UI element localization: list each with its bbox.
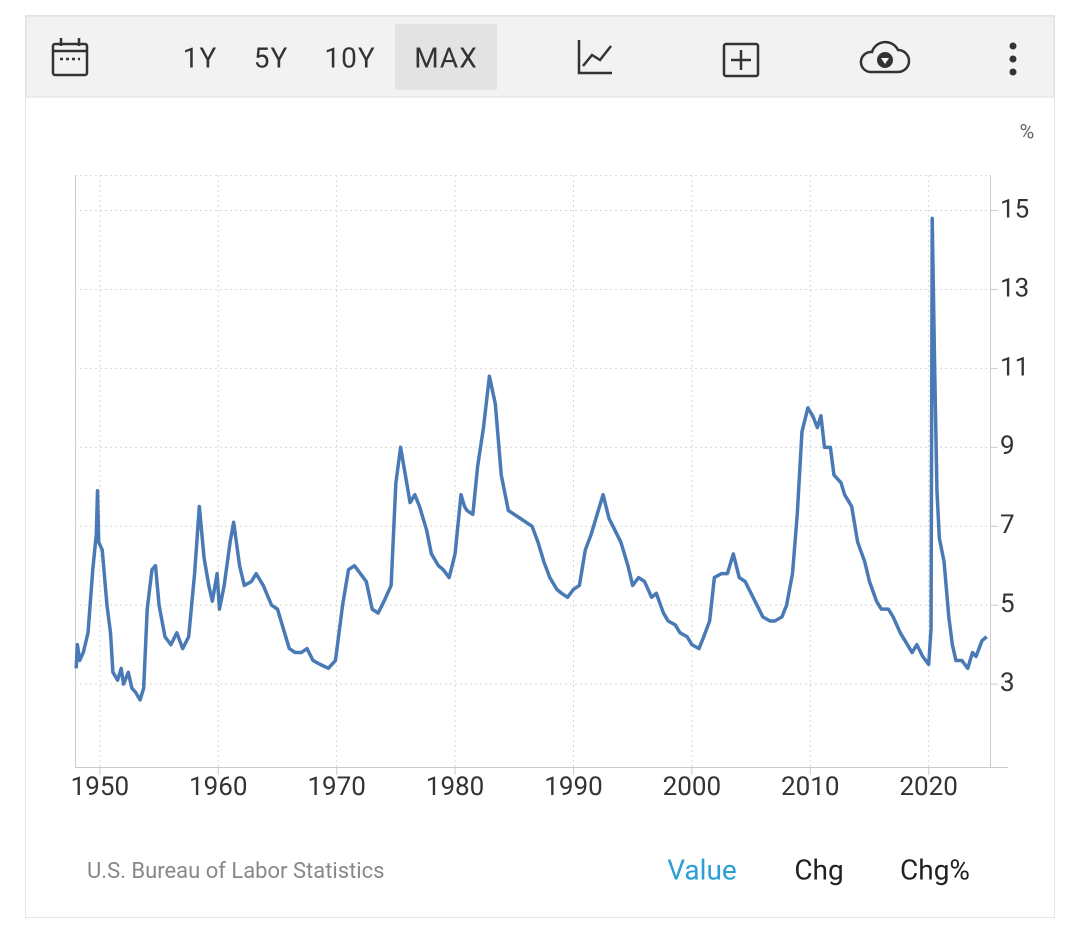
y-tick-label: 11: [1000, 352, 1029, 382]
x-tick-label: 2010: [781, 772, 839, 802]
y-tick-label: 5: [1000, 589, 1015, 619]
range-button[interactable]: 1Y: [183, 41, 218, 74]
y-unit: %: [1020, 119, 1035, 143]
y-tick-label: 3: [1000, 668, 1015, 698]
y-tick-label: 13: [1000, 273, 1029, 303]
tab[interactable]: Chg: [794, 853, 843, 886]
tab-active[interactable]: Value: [667, 853, 737, 886]
x-tick-label: 2000: [663, 772, 721, 802]
source: U.S. Bureau of Labor Statistics: [87, 859, 385, 884]
chart-type-icon[interactable]: [577, 40, 612, 75]
range-button[interactable]: MAX: [414, 41, 478, 74]
y-tick-label: 15: [1000, 194, 1029, 224]
x-tick-label: 1970: [307, 772, 365, 802]
tab[interactable]: Chg%: [900, 853, 970, 886]
x-tick-label: 1990: [544, 772, 602, 802]
x-tick-label: 1980: [426, 772, 484, 802]
x-tick-label: 1950: [71, 772, 129, 802]
download-icon[interactable]: [859, 40, 911, 74]
x-tick-label: 2020: [899, 772, 957, 802]
calendar-icon[interactable]: [51, 38, 89, 77]
compare-icon[interactable]: [722, 42, 760, 78]
range-button[interactable]: 10Y: [324, 41, 375, 74]
more-icon[interactable]: [1009, 42, 1017, 76]
y-tick-label: 9: [1000, 431, 1015, 461]
y-tick-label: 7: [1000, 510, 1015, 540]
toolbar: [25, 15, 1055, 98]
x-tick-label: 1960: [189, 772, 247, 802]
data-line: [74, 216, 988, 702]
range-button[interactable]: 5Y: [254, 41, 289, 74]
active-range-bg: [395, 24, 497, 90]
